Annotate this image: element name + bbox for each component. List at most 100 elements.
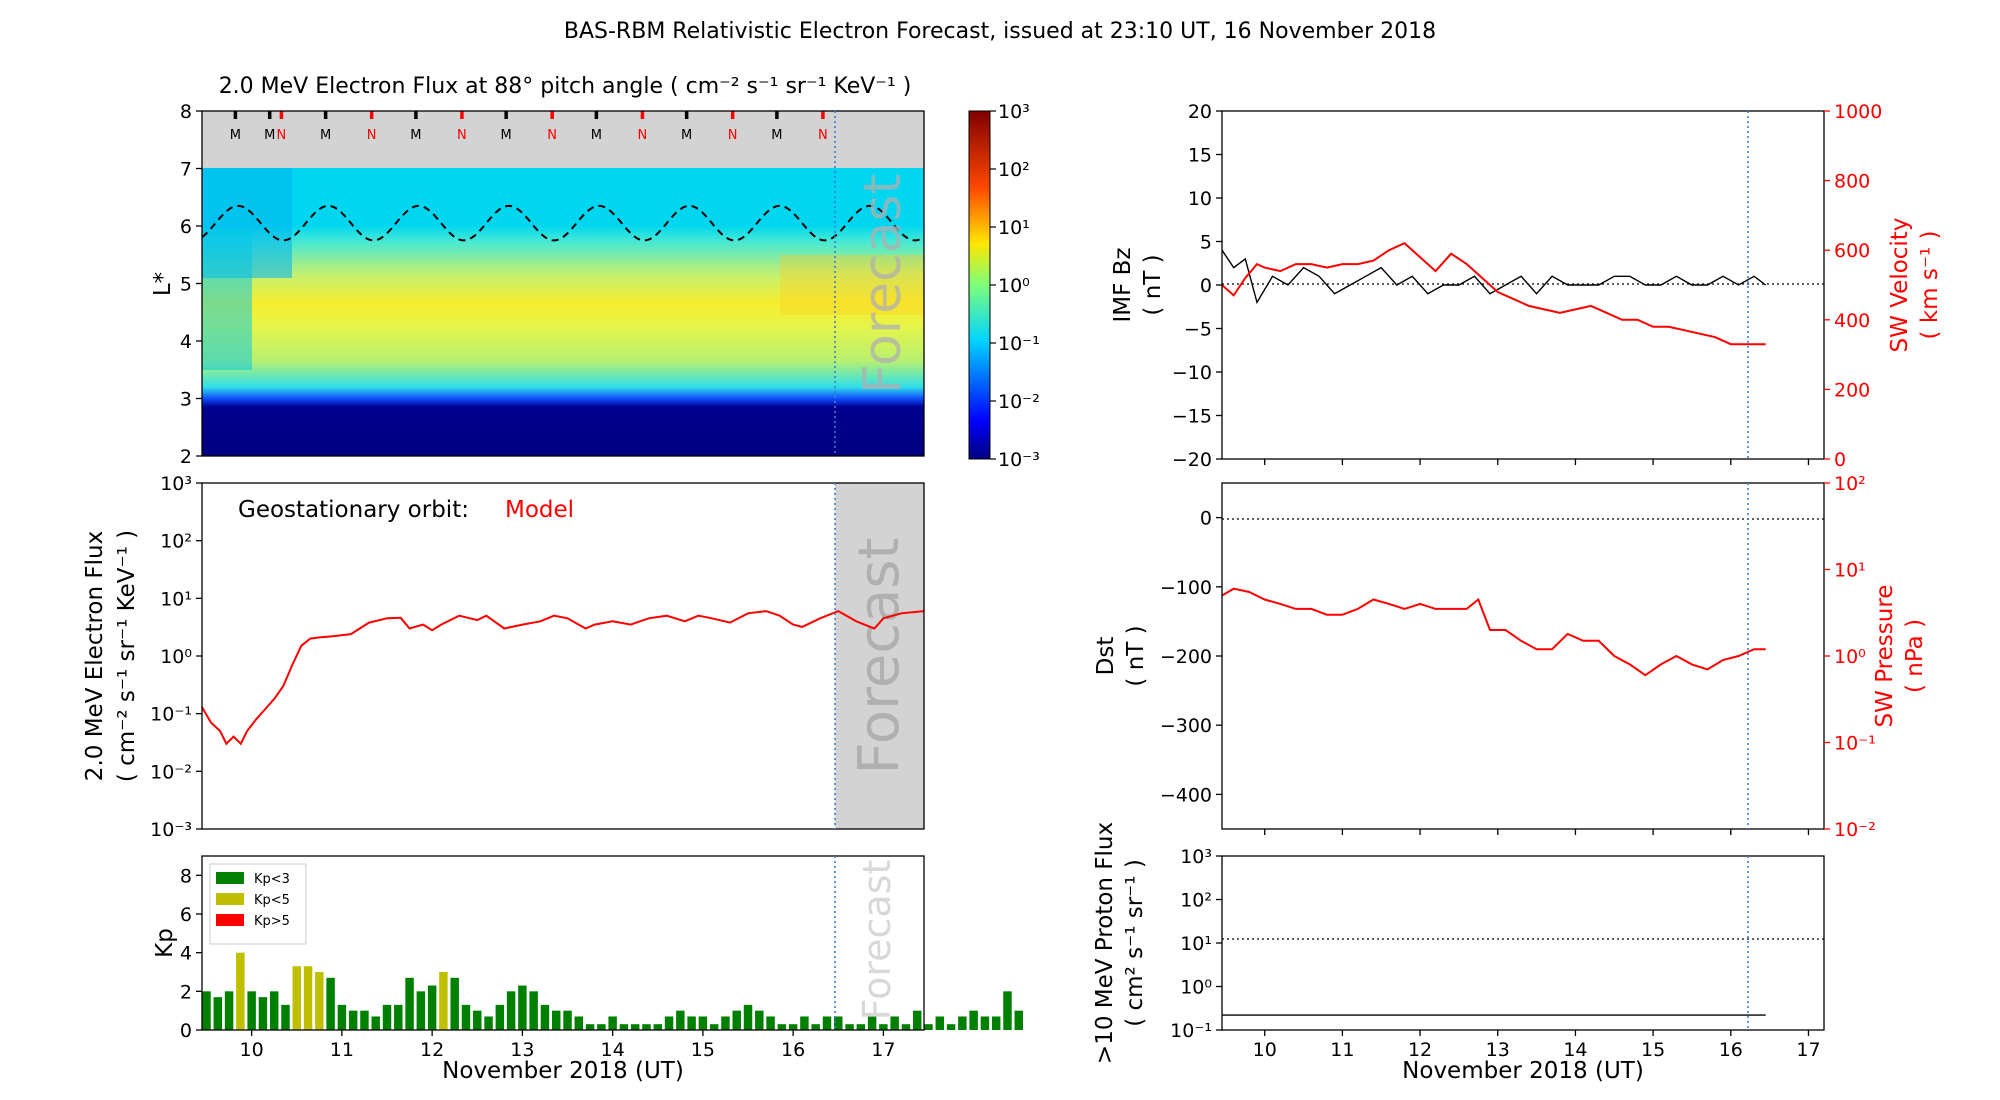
kp-bar <box>664 1016 674 1030</box>
colorbar-ticks: 10⁻³ 10⁻² 10⁻¹ 10⁰ 10¹ 10² 10³ <box>990 101 1040 471</box>
heatmap-y-ticks: 2 3 4 5 6 7 8 <box>180 101 202 468</box>
kp-bar <box>495 1004 505 1030</box>
sw-pressure-line <box>1221 587 1766 677</box>
geo-ytick-label: 10⁻³ <box>150 819 192 841</box>
geo-ytick-label: 10¹ <box>160 588 192 610</box>
heatmap-field <box>202 168 924 456</box>
dst-ytick-label: −400 <box>1160 784 1212 806</box>
kp-xtick-label: 17 <box>871 1039 895 1061</box>
colorbar <box>968 110 991 460</box>
dst-ytick-label: −200 <box>1160 646 1212 668</box>
satellite-label: N <box>367 128 377 143</box>
colorbar-tick-label: 10² <box>998 159 1030 181</box>
imf-ytick-label: −5 <box>1184 319 1212 341</box>
legend-kp-gt5: Kp>5 <box>254 914 290 929</box>
pressure-ytick-label: 10⁰ <box>1834 646 1866 668</box>
geo-flux-line <box>201 609 925 746</box>
kp-ytick-label: 8 <box>180 865 192 887</box>
heatmap-ytick-label: 4 <box>180 331 192 353</box>
swv-y2-ticks: 0 200 400 600 800 1000 <box>1824 101 1882 471</box>
satellite-label: N <box>818 128 828 143</box>
legend-swatch-yellow <box>216 893 244 905</box>
colorbar-tick-label: 10⁻³ <box>998 449 1040 471</box>
figure-title: BAS-RBM Relativistic Electron Forecast, … <box>564 19 1436 44</box>
pressure-y2-ticks: 10⁻² 10⁻¹ 10⁰ 10¹ 10² <box>1824 473 1876 841</box>
dst-ytick-label: −100 <box>1160 577 1212 599</box>
geo-annotation-series: Model <box>505 497 574 523</box>
kp-xlabel: November 2018 (UT) <box>442 1058 684 1084</box>
heatmap-title: 2.0 MeV Electron Flux at 88° pitch angle… <box>219 74 912 99</box>
proton-ytick-label: 10⁰ <box>1180 977 1212 999</box>
kp-bar <box>890 1016 899 1030</box>
legend-kp-lt3: Kp<3 <box>254 872 290 887</box>
kp-bar <box>901 1024 911 1030</box>
geo-yunits: ( cm⁻² s⁻¹ sr⁻¹ KeV⁻¹ ) <box>114 530 140 782</box>
imf-ytick-label: −15 <box>1172 406 1212 428</box>
proton-ytick-label: 10⁻¹ <box>1170 1020 1212 1042</box>
kp-bar <box>382 1004 392 1030</box>
kp-bar <box>405 977 414 1030</box>
dst-ytick-label: −300 <box>1160 715 1212 737</box>
kp-bar <box>766 1016 775 1030</box>
kp-bar <box>1014 1010 1023 1030</box>
kp-bar <box>1003 991 1012 1030</box>
imf-y-ticks: −20 −15 −10 −5 0 5 10 15 20 <box>1172 101 1222 471</box>
pressure-ytick-label: 10⁻² <box>1834 819 1876 841</box>
proton-xtick-label: 15 <box>1641 1039 1665 1061</box>
kp-xtick-label: 15 <box>691 1039 715 1061</box>
kp-bar <box>743 1004 753 1030</box>
kp-bar <box>755 1010 764 1030</box>
kp-bar <box>834 1016 843 1030</box>
kp-ytick-label: 0 <box>180 1020 192 1042</box>
kp-bar <box>303 966 313 1030</box>
kp-bar <box>867 1016 877 1030</box>
kp-bar <box>439 972 448 1030</box>
kp-bar <box>315 972 324 1030</box>
proton-xtick-label: 14 <box>1563 1039 1587 1061</box>
heatmap-ytick-label: 8 <box>180 101 192 123</box>
kp-bar <box>969 1010 978 1030</box>
colorbar-tick-label: 10³ <box>998 101 1030 123</box>
kp-bar <box>721 1016 730 1030</box>
kp-bar <box>394 1004 403 1030</box>
kp-bar <box>788 1024 798 1030</box>
kp-bar <box>574 1016 584 1030</box>
heatmap-ytick-label: 2 <box>180 446 192 468</box>
dst-yunits: ( nT ) <box>1123 625 1149 686</box>
geo-annotation: Geostationary orbit: <box>238 497 469 523</box>
heatmap-ytick-label: 7 <box>180 159 192 181</box>
proton-ytick-label: 10¹ <box>1180 933 1212 955</box>
satellite-label: M <box>410 128 421 143</box>
kp-bar <box>732 1010 741 1030</box>
proton-y-ticks: 10⁻¹ 10⁰ 10¹ 10² 10³ <box>1170 846 1222 1042</box>
forecast-watermark-3: Forecast <box>855 860 899 1021</box>
kp-bar <box>518 985 527 1030</box>
kp-xtick-label: 14 <box>601 1039 625 1061</box>
proton-frame <box>1221 855 1825 1031</box>
swv-ytick-label: 1000 <box>1834 101 1882 123</box>
legend-kp-lt5: Kp<5 <box>254 893 290 908</box>
kp-xtick-label: 16 <box>781 1039 805 1061</box>
kp-bars <box>202 952 1023 1030</box>
heatmap-ytick-label: 6 <box>180 216 192 238</box>
satellite-label: N <box>547 128 557 143</box>
proton-panel: 10⁻¹ 10⁰ 10¹ 10² 10³ 10 11 12 13 14 15 16 17 >10 Me… <box>1092 822 1825 1084</box>
kp-bar <box>484 1016 493 1030</box>
swv-ytick-label: 800 <box>1834 171 1870 193</box>
kp-bar <box>461 1004 471 1030</box>
imf-ytick-label: −10 <box>1172 362 1212 384</box>
proton-ytick-label: 10² <box>1180 890 1212 912</box>
kp-bar <box>427 985 437 1030</box>
proton-xtick-label: 16 <box>1719 1039 1743 1061</box>
kp-bar <box>292 966 301 1030</box>
kp-bar <box>642 1024 651 1030</box>
geo-ylabel: 2.0 MeV Electron Flux <box>82 531 108 781</box>
kp-ytick-label: 4 <box>180 943 192 965</box>
kp-ylabel: Kp <box>152 928 178 958</box>
kp-bar <box>269 991 279 1030</box>
kp-legend: Kp<3 Kp<5 Kp>5 <box>209 863 307 945</box>
geo-ytick-label: 10² <box>160 531 192 553</box>
kp-bar <box>585 1024 595 1030</box>
